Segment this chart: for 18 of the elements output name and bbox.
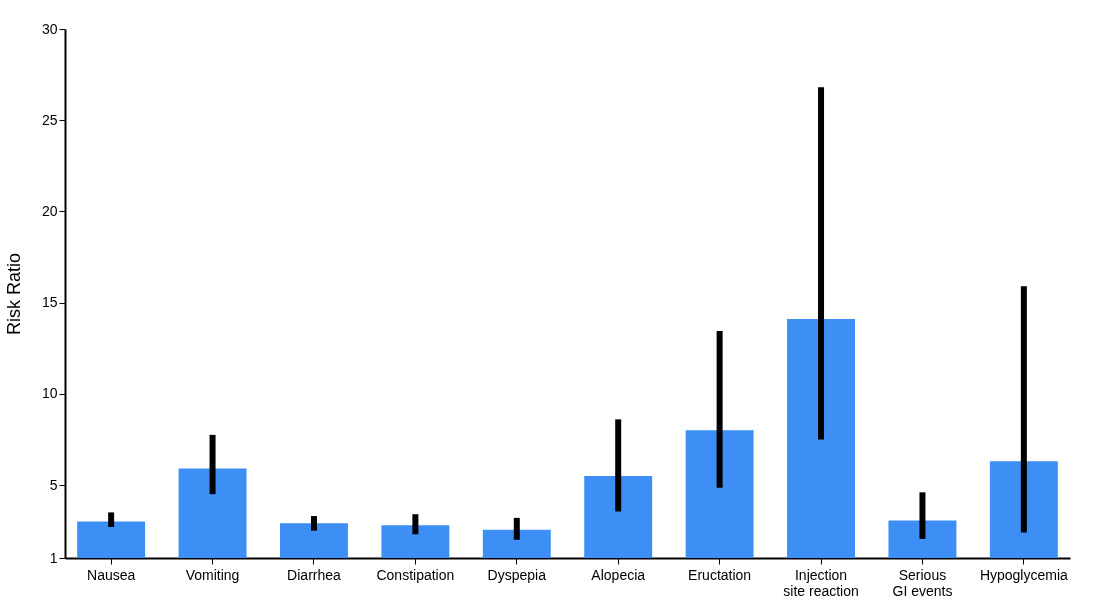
x-tick-label: Serious GI events xyxy=(892,566,953,599)
x-tick-label: Dyspepia xyxy=(487,566,547,583)
x-tick-label: Hypoglycemia xyxy=(979,566,1069,583)
y-tick-label: 10 xyxy=(41,385,58,402)
y-tick-label: 1 xyxy=(49,549,58,566)
y-axis-title: Risk Ratio xyxy=(3,252,24,336)
x-tick-label: Nausea xyxy=(87,566,136,583)
y-tick-label: 20 xyxy=(41,202,58,219)
y-tick-label: 30 xyxy=(41,20,58,37)
x-tick-label: Injection site reaction xyxy=(783,566,859,599)
y-tick-label: 15 xyxy=(41,294,58,311)
y-tick-label: 5 xyxy=(49,476,58,493)
y-tick-label: 25 xyxy=(41,111,58,128)
x-tick-label: Vomiting xyxy=(185,566,240,583)
x-tick-label: Eructation xyxy=(688,566,752,583)
x-tick-label: Alopecia xyxy=(591,566,646,583)
x-tick-label: Diarrhea xyxy=(287,566,342,583)
x-tick-label: Constipation xyxy=(376,566,455,583)
